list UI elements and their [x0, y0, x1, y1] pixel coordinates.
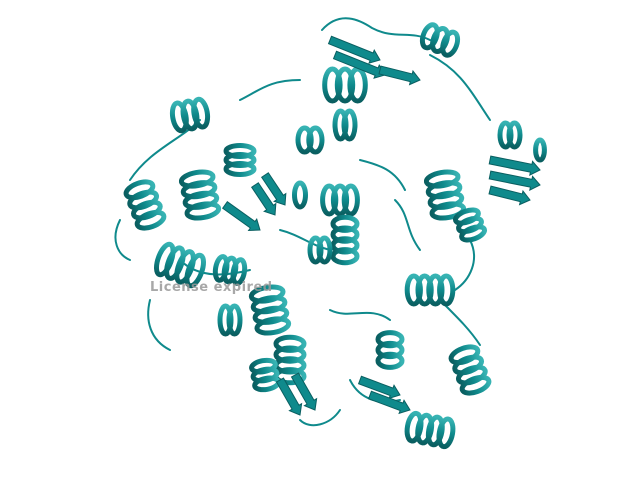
helix-segment	[217, 303, 243, 337]
helix-segment	[404, 410, 456, 450]
license-watermark: License expired	[150, 280, 273, 295]
helix-segment	[248, 284, 292, 336]
beta-strand-arrow	[357, 375, 401, 400]
helix-segment	[404, 273, 456, 307]
beta-strand-arrow	[378, 65, 421, 86]
beta-strand-arrow	[221, 201, 261, 232]
helix-segment	[295, 125, 325, 155]
helix-segment	[448, 344, 492, 396]
beta-strand-arrow	[488, 185, 531, 206]
helix-segment	[419, 22, 461, 58]
helix-segment	[332, 108, 358, 142]
helix-segment	[249, 357, 281, 393]
helix-segment	[292, 180, 308, 210]
beta-strand-arrow	[260, 172, 287, 206]
beta-strand-arrow	[290, 372, 318, 411]
beta-strand-arrow	[488, 170, 541, 192]
helix-segment	[154, 241, 206, 289]
beta-strand-arrow	[275, 377, 303, 416]
helix-segment	[497, 120, 523, 150]
beta-strand-arrow	[250, 182, 277, 216]
helix-segment	[322, 66, 368, 104]
helix-segment	[169, 96, 211, 134]
helix-segment	[423, 169, 467, 221]
alpha-helices	[123, 22, 547, 450]
helix-segment	[375, 330, 405, 370]
helix-segment	[212, 254, 248, 286]
helix-segment	[320, 183, 360, 217]
helix-segment	[533, 137, 547, 163]
beta-strand-arrow	[327, 35, 381, 64]
helix-segment	[307, 235, 333, 265]
helix-segment	[273, 334, 307, 386]
helix-segment	[178, 169, 222, 221]
helix-segment	[123, 179, 167, 231]
beta-strand-arrow	[367, 390, 411, 415]
helix-segment	[452, 207, 488, 243]
beta-strand-arrow	[488, 155, 541, 177]
helix-segment	[330, 214, 360, 266]
beta-sheets	[221, 35, 541, 416]
helix-segment	[223, 143, 257, 177]
